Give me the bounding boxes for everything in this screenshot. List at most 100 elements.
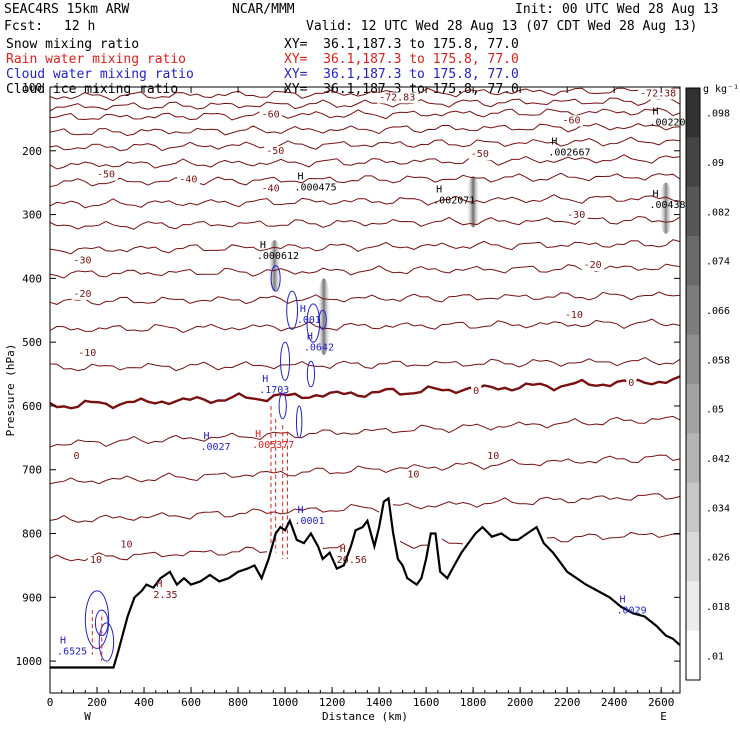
field-xy-cloud-water: XY= 36.1,187.3 to 175.8, 77.0 bbox=[284, 67, 519, 82]
extremum-label: .002071 bbox=[433, 196, 475, 207]
x-tick-label: 1800 bbox=[460, 696, 487, 709]
colorbar-swatch bbox=[686, 433, 700, 484]
y-tick-label: 400 bbox=[22, 272, 42, 285]
header-init: Init: 00 UTC Wed 28 Aug 13 bbox=[515, 2, 719, 17]
y-tick-label: 700 bbox=[22, 464, 42, 477]
cloud-water-contour bbox=[98, 622, 115, 662]
contour-label: 10 bbox=[407, 469, 419, 480]
extremum-label: .001 bbox=[297, 315, 321, 326]
colorbar-unit: g kg⁻¹ bbox=[703, 84, 739, 95]
isotherm-line bbox=[49, 415, 681, 448]
colorbar-swatch bbox=[686, 236, 700, 286]
isotherm-line bbox=[49, 97, 681, 112]
contour-label: 10 bbox=[121, 540, 133, 551]
y-tick-label: 100 bbox=[22, 81, 42, 94]
contour-label: 0 bbox=[473, 386, 479, 397]
contour-label-bg bbox=[565, 209, 588, 221]
extremum-marker: H bbox=[300, 304, 306, 315]
extremum-marker: H bbox=[652, 106, 658, 117]
contour-label: -10 bbox=[565, 310, 583, 321]
isotherm-contours bbox=[49, 87, 681, 562]
extremum-marker: H bbox=[203, 431, 209, 442]
contour-label-bg bbox=[560, 115, 584, 127]
colorbar-tick-label: .066 bbox=[706, 306, 730, 317]
y-tick-label: 500 bbox=[22, 336, 42, 349]
extremum-marker: H bbox=[436, 185, 442, 196]
colorbar-swatch bbox=[686, 532, 700, 582]
east-label: E bbox=[660, 710, 667, 723]
colorbar-swatch bbox=[686, 334, 700, 385]
isotherm-line bbox=[49, 123, 681, 137]
contour-label: 10 bbox=[90, 555, 102, 566]
contour-labels: -72.83 -72.38 -60 -60 -50 -50 -50 -40 -40 -30 -30 -… bbox=[57, 88, 686, 658]
cloud-water-contour bbox=[306, 360, 316, 388]
x-tick-label: 600 bbox=[181, 696, 201, 709]
plot-axes: 0 200 400 600 800 1000 1200 1400 1600 1800 2000 220… bbox=[4, 81, 681, 723]
contour-label: -72.83 bbox=[379, 92, 415, 103]
x-tick-label: 800 bbox=[228, 696, 248, 709]
extremum-label: .002667 bbox=[548, 147, 590, 158]
extremum-marker: H bbox=[297, 505, 303, 516]
colorbar-swatch bbox=[686, 137, 700, 188]
colorbar-swatch bbox=[686, 581, 700, 632]
colorbar-swatch bbox=[686, 285, 700, 336]
cloud-water-contours bbox=[84, 265, 327, 662]
isotherm-line bbox=[49, 454, 681, 485]
cloud-water-contour bbox=[318, 309, 327, 330]
colorbar-tick-label: .09 bbox=[706, 158, 724, 169]
header-model: SEAC4RS 15km ARW bbox=[4, 2, 130, 17]
isotherm-line bbox=[49, 291, 681, 306]
header-valid: Valid: 12 UTC Wed 28 Aug 13 (07 CDT Wed … bbox=[306, 19, 698, 34]
extremum-label: .00438 bbox=[649, 200, 685, 211]
contour-label-bg bbox=[87, 554, 105, 566]
contour-label: -50 bbox=[266, 146, 284, 157]
isotherm-line bbox=[49, 493, 681, 523]
contour-label-bg bbox=[626, 378, 637, 390]
contour-label: -30 bbox=[74, 256, 92, 267]
colorbar-swatch bbox=[686, 384, 700, 434]
extremum-marker: H bbox=[551, 136, 557, 147]
isotherm-line bbox=[49, 136, 681, 152]
field-xy-rain: XY= 36.1,187.3 to 175.8, 77.0 bbox=[284, 52, 519, 67]
extremum-label: .0027 bbox=[200, 442, 230, 453]
x-axis-label: Distance (km) bbox=[322, 710, 408, 723]
isotherm-line bbox=[49, 356, 681, 372]
extremum-label: .0001 bbox=[294, 516, 324, 527]
cloud-water-contour bbox=[295, 405, 303, 439]
contour-label: -40 bbox=[262, 184, 280, 195]
x-tick-label: 1000 bbox=[272, 696, 299, 709]
extremum-label: .1703 bbox=[259, 385, 289, 396]
contour-label-bg bbox=[581, 260, 605, 272]
contour-label-bg bbox=[471, 385, 482, 397]
contour-label-bg bbox=[71, 288, 95, 300]
y-tick-label: 800 bbox=[22, 528, 42, 541]
extremum-label: .000612 bbox=[257, 251, 299, 262]
terrain-profile bbox=[50, 496, 681, 669]
extremum-label: .0029 bbox=[617, 605, 647, 616]
cloud-water-contour bbox=[84, 590, 110, 649]
extremum-marker: H bbox=[620, 594, 626, 605]
colorbar-tick-label: .042 bbox=[706, 454, 730, 465]
y-tick-label: 300 bbox=[22, 209, 42, 222]
extremum-label: .005377 bbox=[252, 440, 294, 451]
contour-label-bg bbox=[95, 169, 118, 181]
x-tick-label: 400 bbox=[134, 696, 154, 709]
y-tick-label: 1000 bbox=[16, 655, 43, 668]
contour-label: -30 bbox=[567, 210, 585, 221]
x-tick-label: 2000 bbox=[507, 696, 534, 709]
contour-label: -50 bbox=[97, 170, 115, 181]
extremum-label: .00220 bbox=[649, 117, 685, 128]
colorbar-tick-label: .098 bbox=[706, 109, 730, 120]
colorbar-swatch bbox=[686, 88, 700, 138]
extremum-marker: H bbox=[255, 429, 261, 440]
contour-label-bg bbox=[377, 92, 419, 104]
contour-label: 0 bbox=[74, 451, 80, 462]
colorbar: .098 .09 .082 .074 .066 .058 .05 .042 .034 .026 .0… bbox=[685, 84, 739, 681]
colorbar-tick-label: .01 bbox=[706, 651, 724, 662]
contour-label-bg bbox=[76, 348, 99, 360]
colorbar-tick-label: .058 bbox=[706, 355, 730, 366]
contour-label-bg bbox=[562, 309, 586, 321]
y-axis-label: Pressure (hPa) bbox=[4, 344, 17, 437]
contour-label: 10 bbox=[487, 451, 499, 462]
colorbar-tick-label: .074 bbox=[706, 257, 730, 268]
